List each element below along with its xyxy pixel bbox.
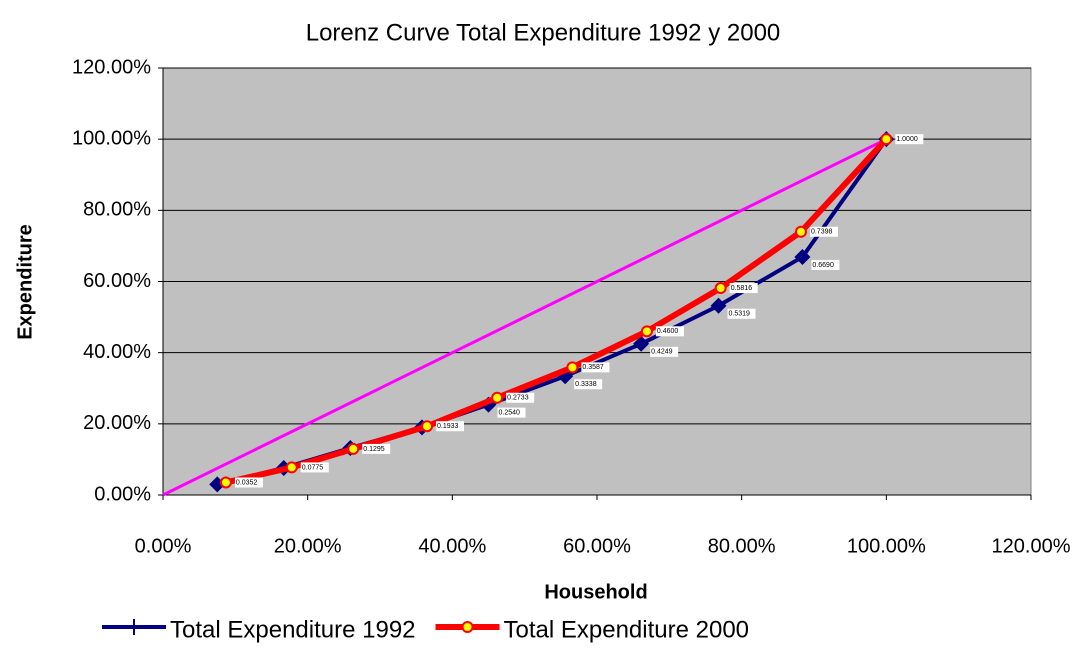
legend-marker — [461, 621, 474, 633]
marker — [714, 282, 727, 295]
marker — [880, 133, 893, 146]
data-label: 0.5319 — [729, 311, 751, 318]
x-tick-label: 60.00% — [563, 535, 631, 557]
y-tick-label: 120.00% — [72, 56, 151, 78]
y-tick-label: 20.00% — [83, 412, 151, 434]
x-tick-label: 40.00% — [418, 535, 486, 557]
marker — [633, 335, 650, 352]
label-bg — [300, 462, 329, 473]
label-bg — [655, 326, 684, 337]
label-bg — [809, 226, 838, 237]
legend-label: Total Expenditure 1992 — [170, 616, 416, 643]
x-tick-label: 120.00% — [992, 535, 1071, 557]
y-axis-title: Expenditure — [14, 224, 36, 340]
marker — [794, 248, 811, 265]
marker — [640, 325, 653, 338]
y-tick-label: 80.00% — [83, 199, 151, 221]
data-label: 0.4249 — [651, 349, 673, 356]
data-label: 0.2540 — [499, 409, 521, 416]
x-axis-title: Household — [544, 581, 647, 603]
series-line — [225, 137, 889, 486]
label-bg — [650, 346, 679, 357]
marker — [347, 442, 360, 455]
data-label: 0.0775 — [302, 464, 324, 471]
data-label: 1.0000 — [896, 136, 918, 143]
x-tick-label: 80.00% — [708, 535, 776, 557]
label-bg — [362, 443, 391, 454]
data-label: 0.0352 — [236, 479, 258, 486]
label-bg — [436, 421, 465, 432]
marker — [710, 297, 727, 314]
marker — [285, 461, 298, 474]
label-bg — [581, 362, 610, 373]
data-label: 0.4600 — [657, 328, 679, 335]
data-label: 0.5816 — [731, 285, 753, 292]
y-tick-label: 100.00% — [72, 127, 151, 149]
chart-title: Lorenz Curve Total Expenditure 1992 y 20… — [306, 19, 781, 46]
x-tick-label: 20.00% — [274, 535, 342, 557]
data-label: 0.2733 — [507, 395, 529, 402]
data-label: 0.1933 — [437, 423, 459, 430]
data-label: 0.6690 — [812, 262, 834, 269]
legend-marker — [127, 619, 141, 635]
marker — [794, 225, 807, 238]
label-bg — [497, 407, 526, 418]
data-label: 0.7398 — [811, 229, 833, 236]
marker — [421, 420, 434, 433]
x-tick-label: 0.00% — [135, 535, 192, 557]
marker — [566, 361, 579, 374]
data-label: 0.1295 — [363, 446, 385, 453]
label-bg — [234, 477, 263, 488]
label-bg — [811, 259, 840, 270]
y-tick-label: 60.00% — [83, 270, 151, 292]
y-tick-label: 40.00% — [83, 341, 151, 363]
marker — [491, 391, 504, 404]
label-bg — [895, 134, 924, 145]
label-bg — [727, 308, 756, 319]
x-tick-label: 100.00% — [847, 535, 926, 557]
y-tick-label: 0.00% — [94, 483, 151, 505]
marker — [219, 476, 232, 489]
label-bg — [506, 392, 535, 403]
data-label: 0.3587 — [582, 364, 604, 371]
data-label: 0.3338 — [575, 381, 597, 388]
label-bg — [729, 283, 758, 294]
legend-label: Total Expenditure 2000 — [504, 616, 750, 643]
series-line — [162, 137, 887, 497]
label-bg — [574, 379, 603, 390]
